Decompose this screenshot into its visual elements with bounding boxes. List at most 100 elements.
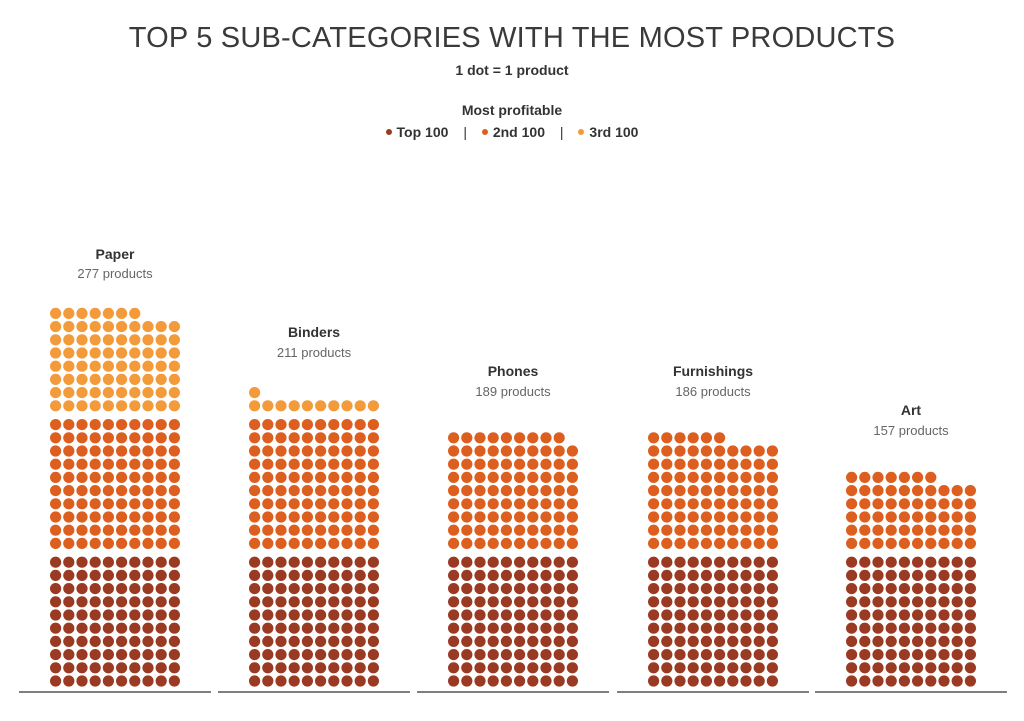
dot-furnishings-top-100 (714, 649, 726, 661)
dot-phones-2nd-100 (448, 471, 460, 483)
dot-furnishings-top-100 (727, 596, 739, 608)
dot-phones-top-100 (500, 556, 512, 568)
dot-furnishings-top-100 (687, 609, 699, 621)
dot-furnishings-2nd-100 (753, 471, 765, 483)
dot-binders-top-100 (301, 556, 313, 568)
dot-art-2nd-100 (859, 471, 871, 483)
dot-binders-top-100 (249, 596, 261, 608)
dot-furnishings-top-100 (687, 569, 699, 582)
dot-phones-top-100 (461, 635, 473, 648)
dot-art-top-100 (898, 675, 911, 687)
dot-furnishings-2nd-100 (661, 511, 673, 523)
dot-paper-3rd-100 (155, 347, 167, 359)
dot-furnishings-2nd-100 (687, 485, 699, 497)
dot-paper-top-100 (129, 635, 141, 648)
dot-art-2nd-100 (938, 498, 950, 510)
dot-phones-2nd-100 (553, 498, 565, 510)
dot-binders-2nd-100 (249, 537, 261, 550)
dot-art-top-100 (964, 649, 977, 661)
dot-phones-2nd-100 (566, 445, 579, 457)
legend-item-3rd-100[interactable]: 3rd 100 (578, 124, 638, 140)
dot-paper-3rd-100 (63, 334, 75, 346)
dot-binders-top-100 (367, 622, 379, 634)
dot-phones-top-100 (566, 649, 579, 661)
dot-art-2nd-100 (885, 485, 897, 497)
dot-art-2nd-100 (964, 537, 977, 550)
dot-paper-top-100 (89, 635, 101, 648)
dot-paper-top-100 (102, 556, 114, 568)
dot-paper-top-100 (116, 649, 128, 661)
dot-binders-2nd-100 (328, 485, 340, 497)
dot-paper-2nd-100 (168, 419, 180, 431)
dot-phones-2nd-100 (540, 485, 552, 497)
dot-furnishings-2nd-100 (700, 471, 713, 483)
dot-art-top-100 (912, 649, 924, 661)
dot-phones-top-100 (448, 556, 460, 568)
dot-phones-top-100 (500, 622, 512, 634)
dot-binders-top-100 (288, 609, 300, 621)
dot-binders-2nd-100 (354, 511, 366, 523)
dot-binders-2nd-100 (328, 511, 340, 523)
dot-paper-3rd-100 (50, 321, 62, 333)
dot-art-top-100 (885, 609, 897, 621)
dot-furnishings-2nd-100 (727, 485, 739, 497)
dot-paper-3rd-100 (89, 321, 101, 333)
dot-art-2nd-100 (846, 511, 858, 523)
dot-phones-2nd-100 (514, 537, 526, 550)
dot-art-top-100 (859, 556, 871, 568)
dot-binders-top-100 (328, 649, 340, 661)
dot-furnishings-2nd-100 (727, 524, 739, 536)
dot-art-2nd-100 (885, 471, 897, 483)
dot-paper-3rd-100 (89, 360, 101, 372)
dot-furnishings-top-100 (753, 583, 765, 595)
dot-art-top-100 (846, 675, 858, 687)
dot-art-top-100 (938, 635, 950, 648)
legend-item-2nd-100[interactable]: 2nd 100 (481, 124, 545, 140)
dot-art-2nd-100 (846, 485, 858, 497)
dot-binders-top-100 (354, 583, 366, 595)
legend-item-top-100[interactable]: Top 100 (385, 124, 448, 140)
dot-art-top-100 (912, 635, 924, 648)
category-count-phones: 189 products (475, 384, 551, 399)
dot-furnishings-2nd-100 (740, 537, 752, 550)
dot-binders-top-100 (367, 583, 379, 595)
dot-furnishings-2nd-100 (766, 445, 779, 457)
dot-furnishings-2nd-100 (766, 498, 779, 510)
dot-paper-2nd-100 (63, 432, 75, 444)
dot-phones-2nd-100 (553, 458, 565, 470)
dot-binders-top-100 (328, 675, 340, 687)
dot-binders-2nd-100 (262, 419, 274, 431)
dot-binders-2nd-100 (275, 445, 287, 457)
dot-phones-2nd-100 (500, 458, 512, 470)
dot-art-top-100 (925, 583, 937, 595)
dot-binders-top-100 (367, 569, 379, 582)
dot-phones-top-100 (514, 609, 526, 621)
dot-art-top-100 (964, 596, 977, 608)
dot-phones-top-100 (540, 596, 552, 608)
dot-binders-2nd-100 (341, 419, 353, 431)
dot-phones-top-100 (461, 596, 473, 608)
dot-art-2nd-100 (912, 498, 924, 510)
dot-phones-2nd-100 (448, 458, 460, 470)
dot-phones-2nd-100 (487, 471, 499, 483)
dot-art-top-100 (846, 556, 858, 568)
dot-furnishings-top-100 (674, 583, 686, 595)
dot-art-top-100 (951, 622, 963, 634)
dot-furnishings-2nd-100 (727, 471, 739, 483)
dot-paper-top-100 (63, 622, 75, 634)
dot-paper-3rd-100 (142, 334, 154, 346)
dot-binders-top-100 (341, 596, 353, 608)
dot-phones-top-100 (448, 675, 460, 687)
dot-art-2nd-100 (964, 485, 977, 497)
dot-phones-2nd-100 (474, 511, 486, 523)
dot-binders-2nd-100 (301, 471, 313, 483)
dot-paper-top-100 (116, 569, 128, 582)
dot-binders-top-100 (341, 609, 353, 621)
dot-furnishings-2nd-100 (766, 471, 779, 483)
dot-phones-2nd-100 (487, 432, 499, 444)
dot-phones-top-100 (540, 675, 552, 687)
dot-art-2nd-100 (872, 511, 884, 523)
dot-binders-top-100 (315, 609, 327, 621)
dot-paper-3rd-100 (76, 387, 88, 399)
dot-binders-top-100 (301, 569, 313, 582)
